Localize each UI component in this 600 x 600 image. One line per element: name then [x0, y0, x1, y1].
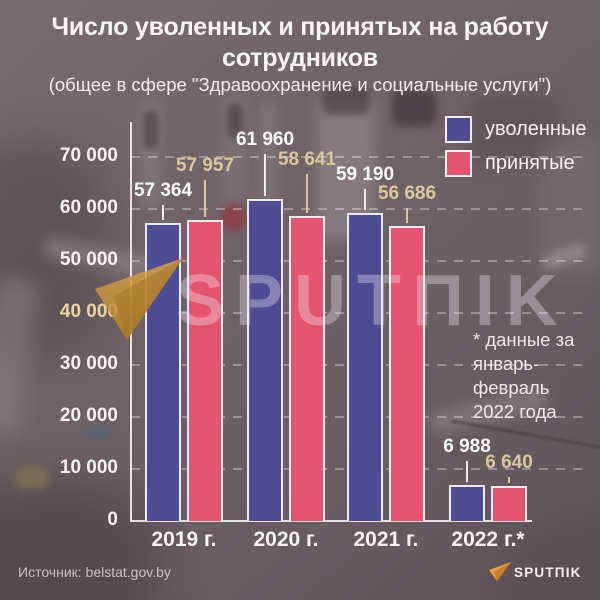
y-tick-label: 40 000 — [59, 301, 118, 322]
y-tick-label: 70 000 — [59, 145, 118, 166]
legend-item-dismissed: уволенные — [445, 116, 586, 143]
legend-swatch-dismissed — [445, 116, 472, 143]
y-tick-label: 20 000 — [59, 405, 118, 426]
gridline — [131, 156, 584, 158]
bg-pill-blue-1 — [86, 424, 113, 440]
bg-pill-yellow — [14, 466, 50, 490]
legend-swatch-hired — [445, 150, 472, 177]
gridline — [131, 208, 584, 210]
footnote-line: * данные за — [473, 329, 575, 350]
value-connector — [406, 208, 408, 224]
value-label: 56 686 — [377, 183, 437, 205]
legend-label-hired: принятые — [485, 152, 575, 174]
footnote-line: февраль — [473, 377, 550, 398]
legend: уволенные принятые — [445, 116, 586, 184]
value-connector — [162, 204, 164, 220]
sputnik-logo-arrow-icon — [489, 562, 511, 581]
x-tick-label: 2022 г.* — [451, 528, 525, 551]
bar-hired — [187, 219, 223, 521]
bg-ampoule-1-cap — [144, 110, 158, 150]
x-tick-label: 2020 г. — [253, 528, 319, 551]
value-connector — [204, 179, 206, 217]
sputnik-watermark-arrow-icon — [95, 258, 183, 340]
value-label: 57 957 — [175, 154, 235, 176]
x-tick-label: 2019 г. — [151, 528, 217, 551]
value-connector — [306, 174, 308, 214]
bg-jar-cap — [392, 90, 436, 126]
value-connector — [466, 460, 468, 482]
page-title: Число уволенных и принятых на работу сот… — [51, 13, 549, 72]
y-tick-label: 10 000 — [59, 457, 118, 478]
footnote-line: 2022 года — [473, 401, 557, 422]
x-tick-label: 2021 г. — [353, 528, 419, 551]
value-label: 57 364 — [133, 179, 193, 201]
legend-item-hired: принятые — [445, 150, 586, 177]
footnote: * данные за январь- февраль 2022 года — [473, 328, 574, 424]
page-subtitle: (общее в сфере "Здравоохранение и социал… — [48, 74, 552, 95]
value-label: 6 640 — [485, 452, 533, 474]
source-credit: Источник: belstat.gov.by — [18, 564, 171, 580]
sputnik-logo: SPUTПIK — [488, 560, 582, 584]
bar-dismissed — [247, 198, 283, 521]
bg-glass-bottle-cap — [322, 86, 370, 114]
sputnik-logo-text: SPUTПIK — [514, 564, 582, 580]
bg-ampoule-2-cap — [227, 104, 243, 138]
y-tick-label: 0 — [107, 509, 118, 530]
x-axis-line — [130, 520, 532, 522]
bar-hired — [491, 486, 527, 521]
value-connector — [508, 477, 510, 484]
value-connector — [364, 189, 366, 211]
footnote-line: январь- — [473, 353, 540, 374]
value-label: 59 190 — [335, 164, 395, 186]
y-tick-label: 60 000 — [59, 197, 118, 218]
value-label: 61 960 — [235, 128, 295, 150]
bar-hired — [389, 226, 425, 521]
y-tick-label: 50 000 — [59, 249, 118, 270]
value-label: 58 641 — [277, 149, 337, 171]
sputnik-watermark: SPUTПIK — [176, 261, 569, 341]
bar-dismissed — [347, 213, 383, 521]
value-connector — [264, 153, 266, 196]
bg-shadow-bottom-left — [0, 480, 160, 600]
bg-ampoule-3 — [258, 102, 278, 202]
y-tick-label: 30 000 — [59, 353, 118, 374]
bar-hired — [289, 216, 325, 521]
bar-dismissed — [449, 484, 485, 521]
value-label: 6 988 — [443, 435, 491, 457]
bg-pill-red — [220, 204, 247, 231]
legend-label-dismissed: уволенные — [485, 118, 587, 140]
